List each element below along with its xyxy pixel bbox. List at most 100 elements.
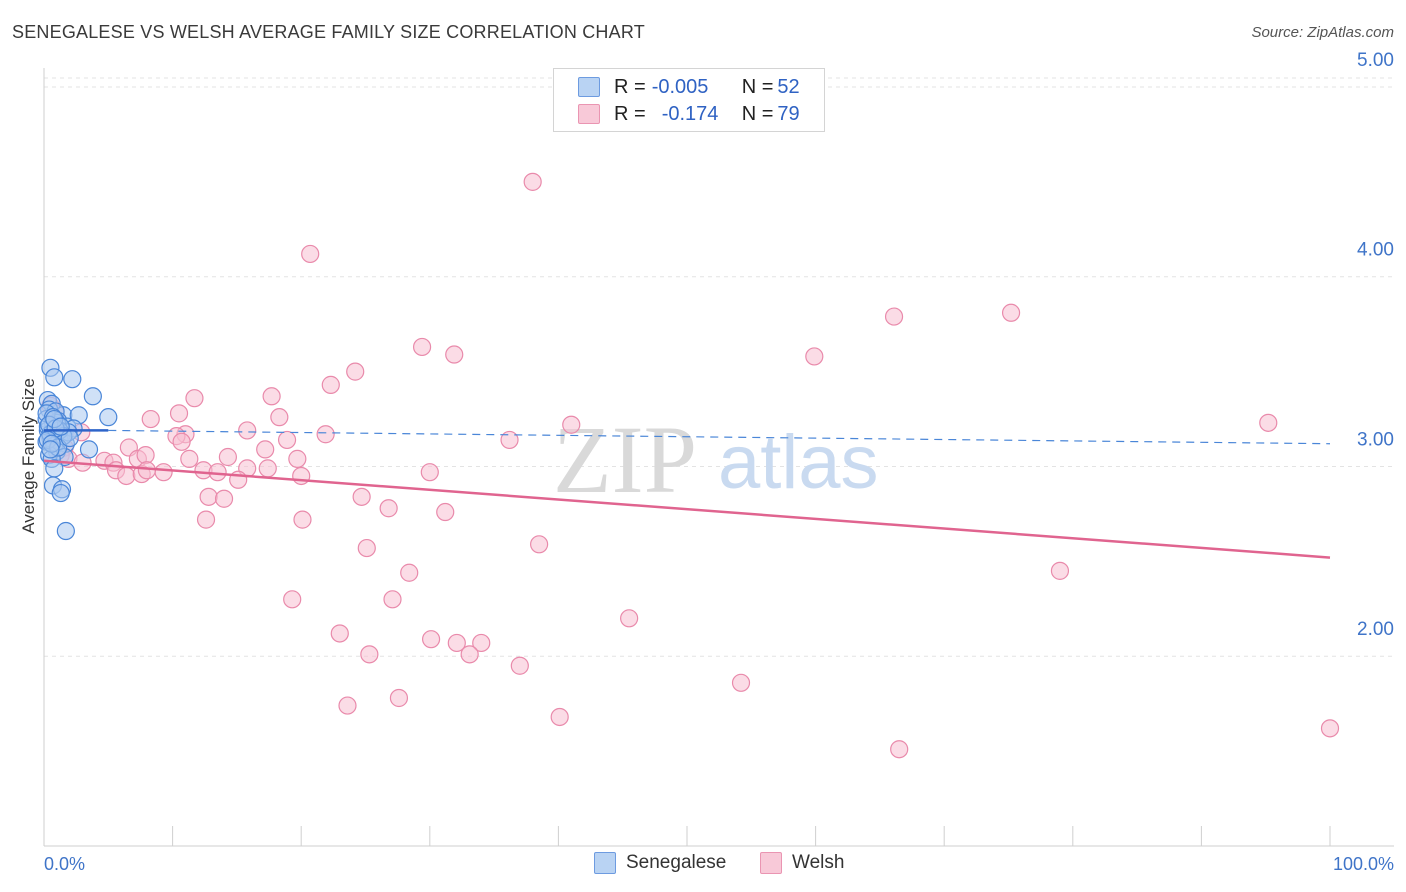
welsh-point (510, 656, 529, 675)
y-tick-label: 3.00 (1357, 429, 1394, 450)
axes (43, 68, 1394, 847)
welsh-point (620, 609, 639, 628)
welsh-point (185, 389, 204, 408)
welsh-point (460, 645, 479, 664)
senegalese-point (45, 368, 64, 387)
senegalese-point (99, 408, 118, 427)
welsh-point (1259, 413, 1278, 432)
welsh-point (180, 449, 199, 468)
legend-r-label: R = (614, 102, 646, 125)
welsh-point (218, 447, 237, 467)
senegalese-point (51, 417, 70, 436)
welsh-point (357, 538, 376, 558)
y-tick-label: 5.00 (1357, 50, 1394, 71)
welsh-swatch (760, 852, 782, 874)
senegalese-point (83, 387, 102, 406)
senegalese-point (79, 440, 99, 459)
senegalese-point (41, 440, 60, 459)
welsh-point (1050, 561, 1070, 580)
welsh-point (258, 459, 277, 478)
welsh-point (214, 489, 234, 508)
senegalese-point (56, 521, 75, 541)
senegalese-trend-extension (108, 429, 1331, 445)
senegalese-swatch (594, 852, 616, 874)
welsh-point (421, 630, 441, 649)
welsh-point (141, 409, 160, 429)
welsh-point (288, 449, 307, 468)
senegalese-point (63, 370, 82, 389)
welsh-point (292, 466, 311, 486)
welsh-point (352, 487, 371, 506)
x-tick-label-max: 100.0% (1333, 854, 1394, 874)
welsh-point (805, 347, 824, 366)
legend-row-senegalese: R = -0.005 N = 52 (578, 75, 800, 99)
chart-title: SENEGALESE VS WELSH AVERAGE FAMILY SIZE … (12, 22, 645, 42)
y-tick-labels: 2.00 3.00 4.00 5.00 (1357, 50, 1394, 640)
welsh-point (316, 425, 335, 444)
stats-legend: R = -0.005 N = 52 R = -0.174 N = 79 (553, 68, 825, 132)
x-tick-label-min: 0.0% (44, 854, 85, 874)
bottom-legend-label: Senegalese (626, 852, 727, 873)
welsh-point (383, 590, 402, 609)
watermark-atlas: atlas (718, 420, 879, 505)
y-axis-title: Average Family Size (19, 378, 38, 534)
trend-lines (43, 429, 1331, 559)
welsh-point (447, 633, 466, 653)
watermark: ZIP atlas (553, 406, 879, 513)
welsh-trend-line (43, 459, 1331, 559)
welsh-point (360, 645, 379, 664)
welsh-point (346, 362, 365, 381)
welsh-point (731, 673, 751, 692)
welsh-point (196, 510, 216, 529)
legend-r-label: R = (614, 75, 646, 98)
legend-n-label: N = (741, 75, 774, 98)
legend-r-value: -0.174 (661, 102, 719, 125)
senegalese-point (51, 483, 70, 503)
bottom-legend-welsh: Welsh (760, 852, 844, 874)
y-tick-label: 4.00 (1357, 240, 1394, 261)
welsh-point (117, 466, 136, 486)
welsh-point (523, 172, 542, 191)
welsh-point (1001, 303, 1021, 322)
welsh-point (256, 440, 275, 459)
bottom-legend-senegalese: Senegalese (594, 852, 726, 874)
welsh-point (238, 421, 257, 440)
welsh-point (500, 430, 519, 450)
welsh-point (445, 345, 464, 364)
welsh-point (301, 244, 320, 264)
welsh-point (389, 688, 409, 708)
welsh-point (293, 510, 312, 529)
welsh-point (330, 624, 349, 643)
welsh-point (890, 740, 909, 759)
welsh-point (277, 430, 297, 450)
source-credit: Source: ZipAtlas.com (1251, 24, 1394, 41)
legend-row-welsh: R = -0.174 N = 79 (578, 102, 800, 126)
welsh-point (379, 499, 398, 518)
welsh-point (137, 461, 156, 480)
welsh-point (172, 432, 191, 451)
welsh-point (1320, 719, 1340, 738)
welsh-point (436, 502, 455, 522)
welsh-point (400, 563, 419, 582)
welsh-point (169, 404, 189, 423)
legend-n-label: N = (741, 102, 774, 125)
welsh-point (321, 375, 340, 394)
series-senegalese-points (37, 358, 118, 541)
welsh-point (562, 415, 581, 434)
welsh-point (154, 463, 173, 482)
welsh-swatch (578, 104, 600, 124)
welsh-point (338, 696, 357, 715)
welsh-point (262, 387, 281, 406)
bottom-legend-label: Welsh (792, 852, 845, 873)
gridlines (44, 77, 1394, 657)
welsh-point (884, 307, 904, 326)
welsh-point (420, 463, 439, 482)
welsh-point (412, 337, 432, 357)
welsh-point (136, 446, 155, 465)
welsh-point (270, 408, 289, 427)
welsh-point (472, 633, 491, 653)
welsh-point (199, 487, 218, 506)
welsh-point (550, 707, 569, 727)
senegalese-swatch (578, 77, 600, 97)
